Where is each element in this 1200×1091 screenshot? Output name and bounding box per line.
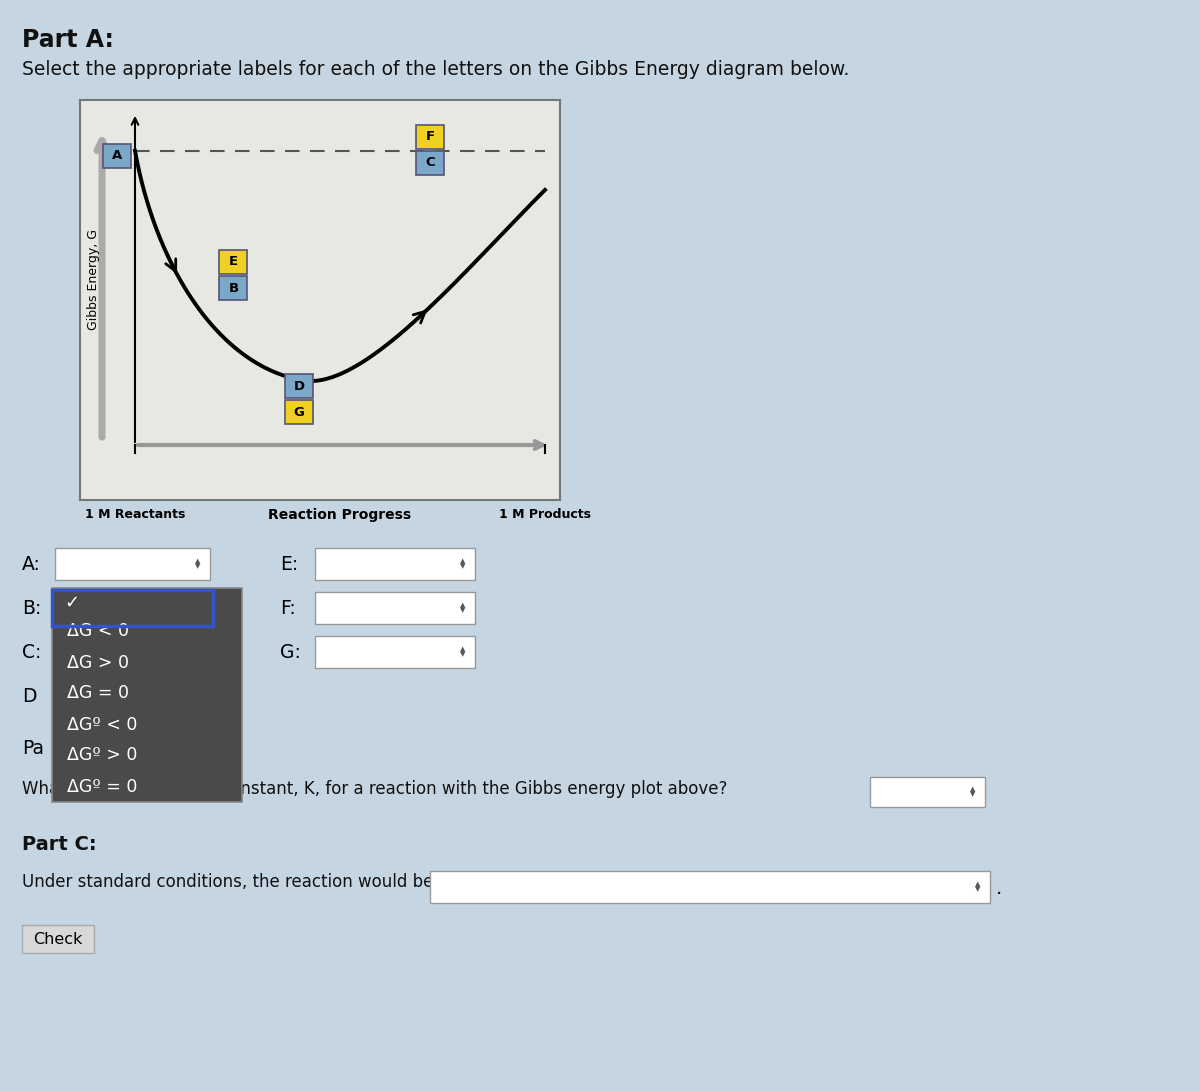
Text: Pa: Pa bbox=[22, 739, 44, 757]
Bar bbox=[103, 144, 131, 168]
Text: ▲
▼: ▲ ▼ bbox=[196, 691, 200, 702]
Bar bbox=[52, 590, 214, 626]
Text: C: C bbox=[425, 156, 436, 169]
Bar bbox=[314, 636, 475, 668]
Text: ΔGº < 0: ΔGº < 0 bbox=[67, 716, 137, 733]
Bar bbox=[314, 548, 475, 580]
Text: A: A bbox=[112, 149, 122, 163]
Text: G:: G: bbox=[280, 643, 301, 661]
Text: Part C:: Part C: bbox=[22, 835, 97, 854]
Bar bbox=[55, 592, 210, 624]
Text: ▲
▼: ▲ ▼ bbox=[196, 602, 200, 613]
Bar bbox=[416, 151, 444, 175]
Text: E: E bbox=[229, 255, 238, 268]
Text: F: F bbox=[426, 130, 434, 143]
Bar bbox=[430, 871, 990, 903]
Text: ▲
▼: ▲ ▼ bbox=[971, 787, 976, 798]
Text: Reaction Progress: Reaction Progress bbox=[269, 508, 412, 521]
Text: ▲
▼: ▲ ▼ bbox=[196, 559, 200, 570]
Bar bbox=[52, 588, 242, 802]
Text: ΔG < 0: ΔG < 0 bbox=[67, 623, 130, 640]
Bar bbox=[286, 374, 313, 398]
Text: What is the equilibrium constant, K, for a reaction with the Gibbs energy plot a: What is the equilibrium constant, K, for… bbox=[22, 780, 727, 798]
Text: B: B bbox=[228, 281, 239, 295]
Text: C:: C: bbox=[22, 643, 41, 661]
Bar bbox=[870, 777, 985, 807]
Bar bbox=[220, 276, 247, 300]
Text: Under standard conditions, the reaction would be: Under standard conditions, the reaction … bbox=[22, 873, 433, 891]
Text: D: D bbox=[22, 686, 36, 706]
Text: E:: E: bbox=[280, 554, 299, 574]
Bar bbox=[22, 925, 94, 954]
Bar bbox=[286, 400, 313, 424]
Text: Gibbs Energy, G: Gibbs Energy, G bbox=[86, 229, 100, 331]
Text: Check: Check bbox=[34, 932, 83, 947]
Text: ΔGº = 0: ΔGº = 0 bbox=[67, 778, 137, 795]
Text: G: G bbox=[294, 406, 305, 419]
Text: F:: F: bbox=[280, 599, 295, 618]
Bar bbox=[80, 100, 560, 500]
Text: .: . bbox=[996, 879, 1002, 899]
Text: ▲
▼: ▲ ▼ bbox=[461, 602, 466, 613]
Bar bbox=[416, 124, 444, 148]
Text: 1 M Reactants: 1 M Reactants bbox=[85, 508, 185, 521]
Text: ▲
▼: ▲ ▼ bbox=[461, 559, 466, 570]
Text: 1 M Products: 1 M Products bbox=[499, 508, 592, 521]
Text: B:: B: bbox=[22, 599, 41, 618]
Text: ✓: ✓ bbox=[64, 594, 79, 612]
Text: ▲
▼: ▲ ▼ bbox=[976, 882, 980, 892]
Bar bbox=[55, 636, 210, 668]
Text: ▲
▼: ▲ ▼ bbox=[196, 647, 200, 658]
Text: ΔG = 0: ΔG = 0 bbox=[67, 684, 130, 703]
Text: ΔG > 0: ΔG > 0 bbox=[67, 654, 130, 671]
Bar bbox=[314, 592, 475, 624]
Text: ΔGº > 0: ΔGº > 0 bbox=[67, 746, 137, 765]
Text: Select the appropriate labels for each of the letters on the Gibbs Energy diagra: Select the appropriate labels for each o… bbox=[22, 60, 850, 79]
Text: ▲
▼: ▲ ▼ bbox=[461, 647, 466, 658]
Bar bbox=[55, 548, 210, 580]
Bar bbox=[55, 592, 210, 624]
Bar bbox=[220, 250, 247, 274]
Text: A:: A: bbox=[22, 554, 41, 574]
Text: D: D bbox=[294, 380, 305, 393]
Text: Part A:: Part A: bbox=[22, 28, 114, 52]
Bar bbox=[55, 680, 210, 712]
